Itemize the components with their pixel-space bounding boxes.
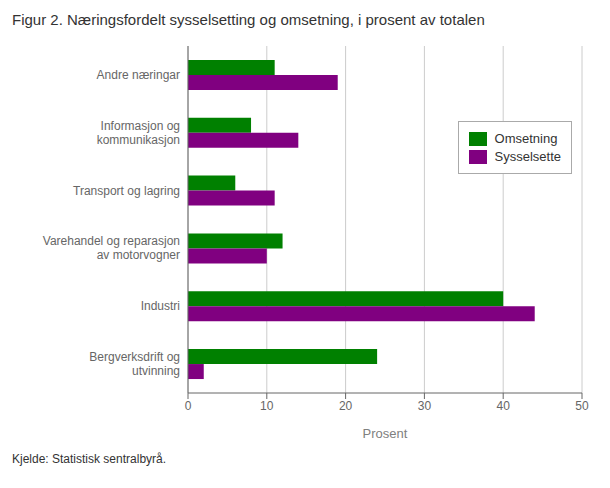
svg-text:40: 40 — [497, 399, 511, 413]
svg-text:Bergverksdrift ogutvinning: Bergverksdrift ogutvinning — [89, 350, 180, 378]
svg-text:Industri: Industri — [141, 299, 180, 313]
svg-text:Andre næringar: Andre næringar — [97, 68, 180, 82]
html-text:Kjelde: Statistisk sentralbyrå: Kjelde: Statistisk sentralbyrå. — [12, 452, 167, 466]
svg-text:0: 0 — [185, 399, 192, 413]
svg-text:Informasjon ogkommunikasjon: Informasjon ogkommunikasjon — [97, 119, 180, 147]
svg-text:Transport og lagring: Transport og lagring — [73, 184, 180, 198]
svg-text:20: 20 — [339, 399, 353, 413]
html-text:Sysselsette: Sysselsette — [494, 149, 561, 164]
svg-text:10: 10 — [260, 399, 274, 413]
svg-text:50: 50 — [575, 399, 589, 413]
svg-text:Varehandel og reparasjonav mot: Varehandel og reparasjonav motorvogner — [43, 234, 180, 262]
html-text:Omsetning: Omsetning — [494, 131, 558, 146]
html-text:Figur 2. Næringsfordelt syssel: Figur 2. Næringsfordelt sysselsetting og… — [12, 11, 485, 28]
svg-text:Prosent: Prosent — [363, 426, 408, 441]
svg-text:30: 30 — [418, 399, 432, 413]
